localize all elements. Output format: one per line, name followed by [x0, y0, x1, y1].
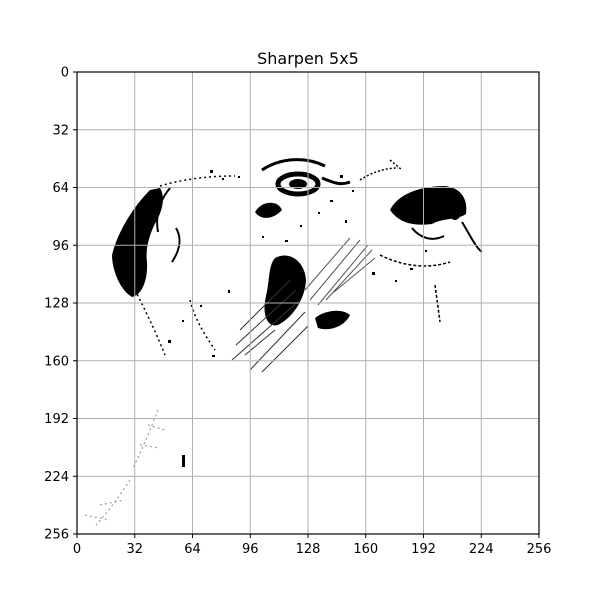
chin-edge	[379, 254, 451, 323]
nose-edge	[390, 186, 467, 225]
chart-title: Sharpen 5x5	[257, 49, 359, 68]
y-tick-label: 224	[44, 470, 69, 485]
x-axis: 0 32 64 96 128 160 192 224 256	[73, 534, 552, 557]
x-tick-label: 64	[184, 542, 201, 557]
cheek-shading	[264, 255, 306, 326]
mouth-edge	[315, 310, 350, 330]
x-tick-label: 160	[353, 542, 378, 557]
ear-edge	[112, 188, 163, 297]
eye-outer	[275, 171, 321, 197]
jaw-hatching	[231, 279, 309, 373]
x-tick-label: 256	[527, 542, 552, 557]
x-tick-label: 192	[411, 542, 436, 557]
snout-top-edge	[359, 159, 403, 181]
y-tick-label: 192	[44, 412, 69, 427]
y-axis: 0 32 64 96 128 160 192 224 256	[44, 66, 77, 543]
neck-faint-edges	[84, 409, 166, 526]
y-tick-label: 256	[44, 528, 69, 543]
x-tick-label: 96	[242, 542, 259, 557]
y-tick-label: 160	[44, 354, 69, 369]
head-outline	[134, 175, 236, 356]
x-tick-label: 32	[126, 542, 143, 557]
eye-lower-edge	[255, 202, 282, 218]
speckle-texture	[168, 170, 427, 467]
y-tick-label: 0	[61, 66, 69, 81]
x-tick-label: 128	[296, 542, 321, 557]
muzzle-hatching	[304, 237, 376, 306]
y-tick-label: 96	[52, 239, 69, 254]
y-tick-label: 64	[52, 181, 69, 196]
y-tick-label: 128	[44, 297, 69, 312]
plot-area	[76, 71, 540, 535]
nostril	[449, 204, 461, 220]
sharpened-dog-image	[84, 158, 483, 526]
x-tick-label: 224	[469, 542, 494, 557]
y-tick-label: 32	[52, 123, 69, 138]
x-tick-label: 0	[73, 542, 81, 557]
nose-lower-edge	[411, 221, 483, 253]
ear-inner-edge	[156, 187, 181, 263]
eye-inner	[289, 179, 307, 189]
brow-edge	[261, 158, 351, 186]
